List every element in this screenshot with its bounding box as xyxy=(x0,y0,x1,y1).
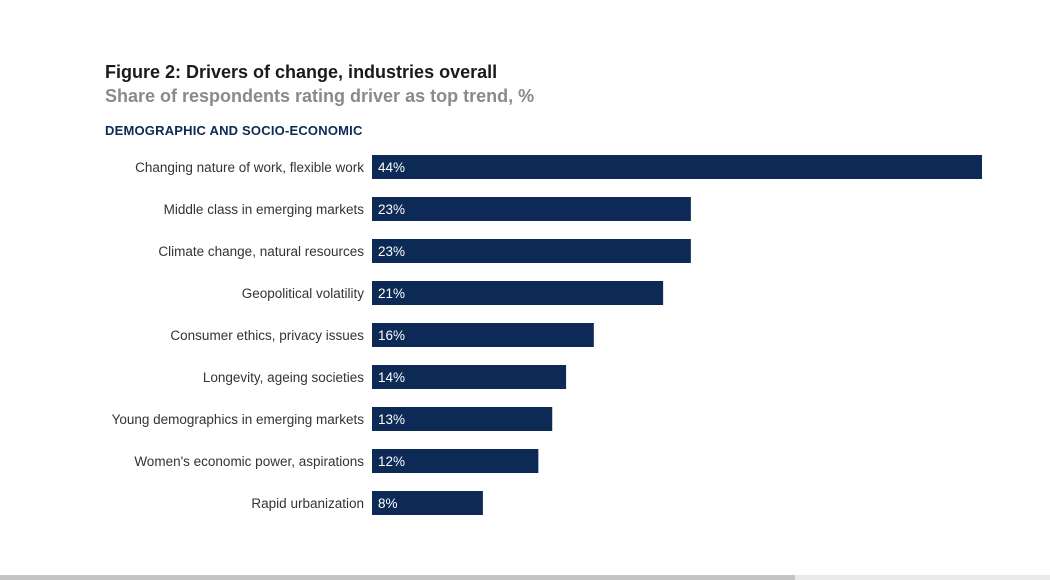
value-label: 21% xyxy=(378,286,405,301)
bar xyxy=(372,197,691,221)
bar xyxy=(372,365,567,389)
category-label: Women's economic power, aspirations xyxy=(134,454,364,469)
category-label: Consumer ethics, privacy issues xyxy=(170,328,364,343)
category-label: Climate change, natural resources xyxy=(158,244,364,259)
bar xyxy=(372,155,982,179)
value-label: 13% xyxy=(378,412,405,427)
category-label: Young demographics in emerging markets xyxy=(112,412,365,427)
bar xyxy=(372,323,594,347)
chart-title: Figure 2: Drivers of change, industries … xyxy=(105,62,498,82)
category-label: Rapid urbanization xyxy=(251,496,364,511)
category-label: Middle class in emerging markets xyxy=(164,202,365,217)
horizontal-scrollbar[interactable] xyxy=(0,575,1050,580)
chart-subtitle: Share of respondents rating driver as to… xyxy=(105,86,535,106)
bar xyxy=(372,281,664,305)
value-label: 23% xyxy=(378,244,405,259)
category-label: Longevity, ageing societies xyxy=(203,370,364,385)
scrollbar-thumb[interactable] xyxy=(0,575,795,580)
bar xyxy=(372,239,691,263)
bar xyxy=(372,407,553,431)
value-label: 12% xyxy=(378,454,405,469)
category-label: Changing nature of work, flexible work xyxy=(135,160,364,175)
bar xyxy=(372,491,483,515)
value-label: 16% xyxy=(378,328,405,343)
category-label: Geopolitical volatility xyxy=(242,286,365,301)
value-label: 44% xyxy=(378,160,405,175)
section-heading: DEMOGRAPHIC AND SOCIO-ECONOMIC xyxy=(105,123,363,138)
value-label: 8% xyxy=(378,496,398,511)
value-label: 14% xyxy=(378,370,405,385)
bar xyxy=(372,449,539,473)
value-label: 23% xyxy=(378,202,405,217)
